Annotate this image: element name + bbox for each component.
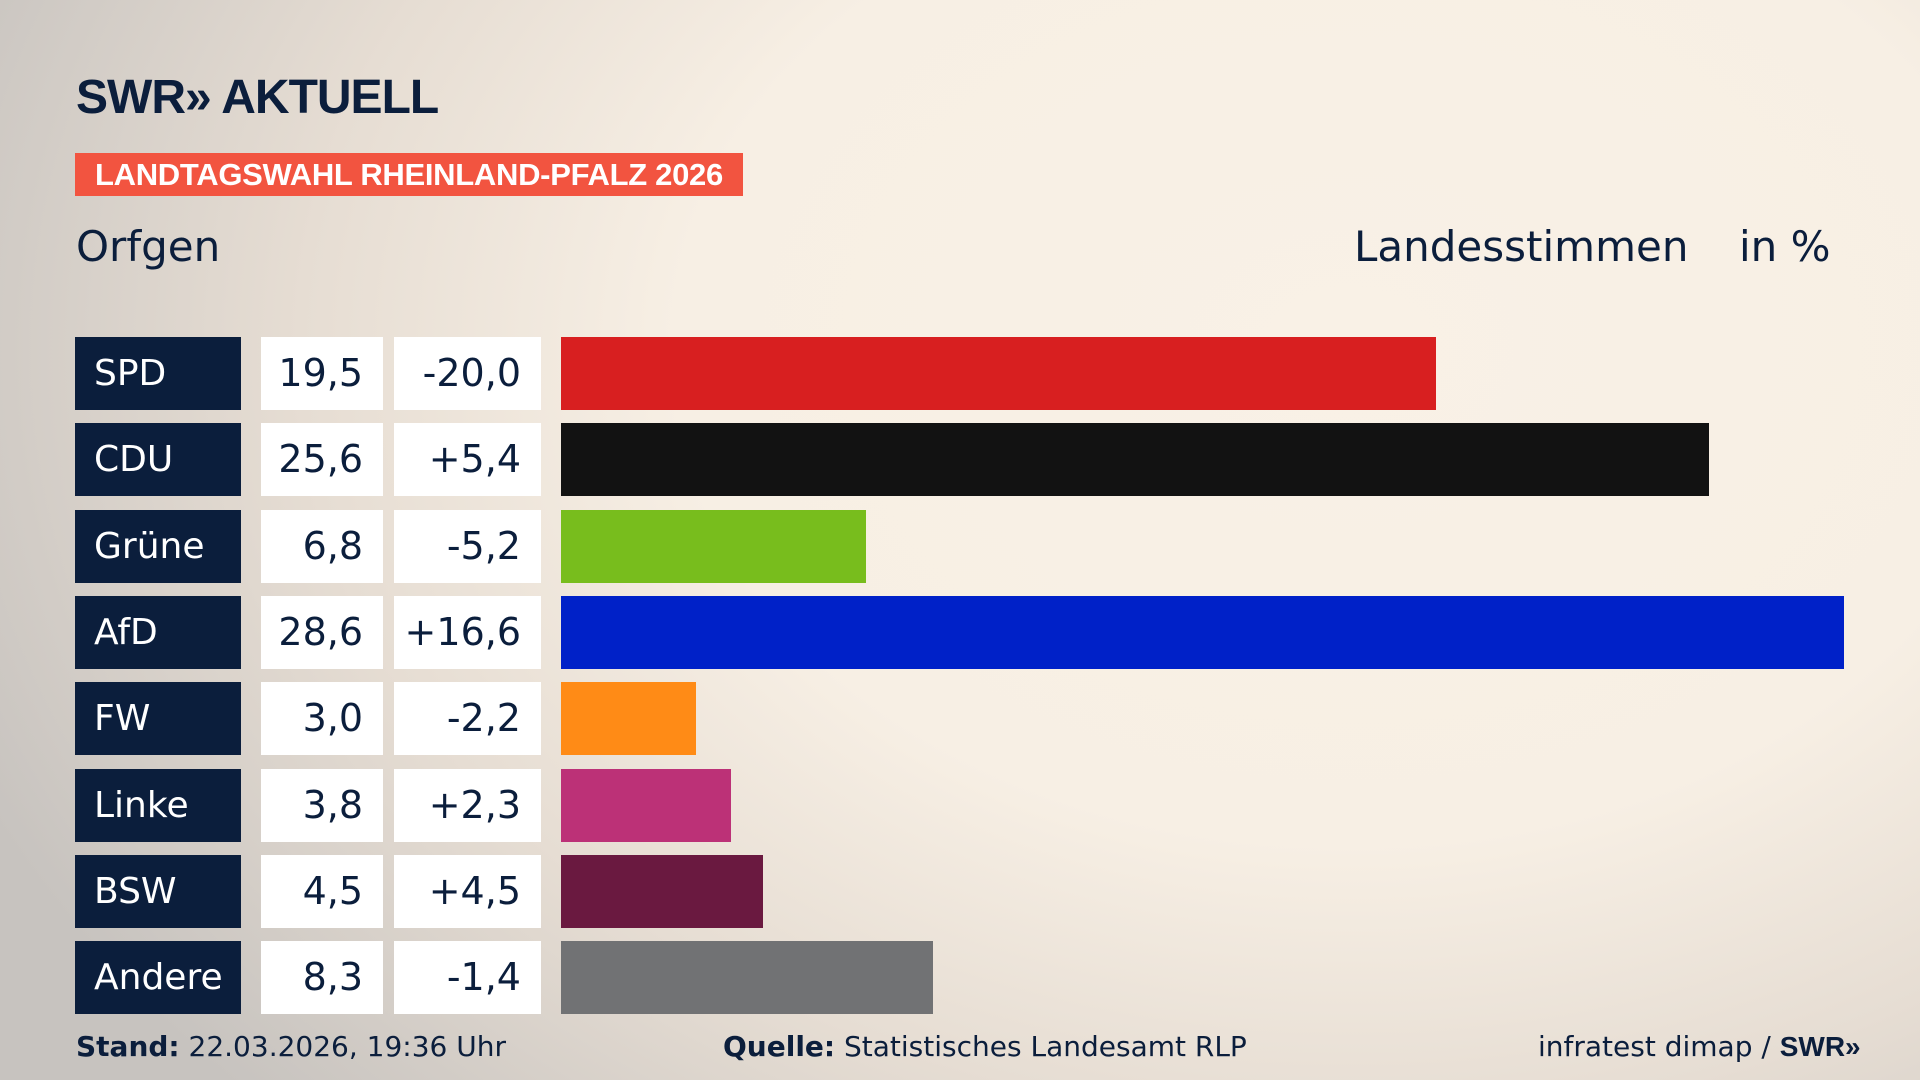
result-row: SPD 19,5 -20,0 — [75, 337, 1875, 410]
credit: infratest dimap / SWR» — [1538, 1030, 1861, 1063]
vote-change: +5,4 — [394, 423, 541, 497]
result-row: Linke 3,8 +2,3 — [75, 768, 1875, 842]
location-title: Orfgen — [76, 222, 221, 271]
bar-bsw — [561, 854, 763, 928]
party-label: CDU — [75, 423, 241, 497]
bar-grüne — [561, 509, 867, 583]
party-label: FW — [75, 682, 241, 756]
bar-linke — [561, 768, 732, 842]
result-row: Andere 8,3 -1,4 — [75, 941, 1875, 1015]
vote-change: +4,5 — [394, 854, 541, 928]
bar-afd — [561, 595, 1844, 669]
result-row: AfD 28,6 +16,6 — [75, 595, 1875, 669]
party-label: SPD — [75, 337, 241, 410]
vote-type-label: Landesstimmen — [1354, 222, 1689, 271]
vote-change: +2,3 — [394, 768, 541, 842]
party-label: BSW — [75, 854, 241, 928]
vote-share: 4,5 — [261, 854, 383, 928]
vote-share: 28,6 — [261, 595, 383, 669]
vote-change: -1,4 — [394, 941, 541, 1015]
source-label: Quelle: — [723, 1030, 836, 1063]
credit-text: infratest dimap / — [1538, 1030, 1771, 1063]
unit-label: in % — [1739, 222, 1831, 271]
stand-label: Stand: — [76, 1030, 180, 1063]
vote-share: 3,0 — [261, 682, 383, 756]
swr-logo-small: SWR» — [1779, 1031, 1861, 1062]
swr-aktuell-logo: SWR» AKTUELL — [76, 71, 439, 124]
vote-share: 25,6 — [261, 423, 383, 497]
result-row: CDU 25,6 +5,4 — [75, 423, 1875, 497]
bar-andere — [561, 941, 934, 1015]
result-row: BSW 4,5 +4,5 — [75, 854, 1875, 928]
source: Quelle: Statistisches Landesamt RLP — [723, 1030, 1247, 1063]
timestamp: Stand: 22.03.2026, 19:36 Uhr — [76, 1030, 506, 1063]
party-label: Linke — [75, 768, 241, 842]
vote-change: -2,2 — [394, 682, 541, 756]
source-value: Statistisches Landesamt RLP — [844, 1030, 1247, 1063]
party-label: Grüne — [75, 509, 241, 583]
vote-change: -5,2 — [394, 509, 541, 583]
vote-change: +16,6 — [394, 595, 541, 669]
bar-spd — [561, 337, 1436, 410]
result-row: Grüne 6,8 -5,2 — [75, 509, 1875, 583]
vote-share: 8,3 — [261, 941, 383, 1015]
vote-share: 6,8 — [261, 509, 383, 583]
result-row: FW 3,0 -2,2 — [75, 682, 1875, 756]
vote-change: -20,0 — [394, 337, 541, 410]
election-banner: LANDTAGSWAHL RHEINLAND-PFALZ 2026 — [75, 153, 743, 196]
bar-cdu — [561, 423, 1710, 497]
stand-value: 22.03.2026, 19:36 Uhr — [188, 1030, 506, 1063]
party-label: Andere — [75, 941, 241, 1015]
party-label: AfD — [75, 595, 241, 669]
bar-fw — [561, 682, 696, 756]
vote-share: 19,5 — [261, 337, 383, 410]
vote-share: 3,8 — [261, 768, 383, 842]
